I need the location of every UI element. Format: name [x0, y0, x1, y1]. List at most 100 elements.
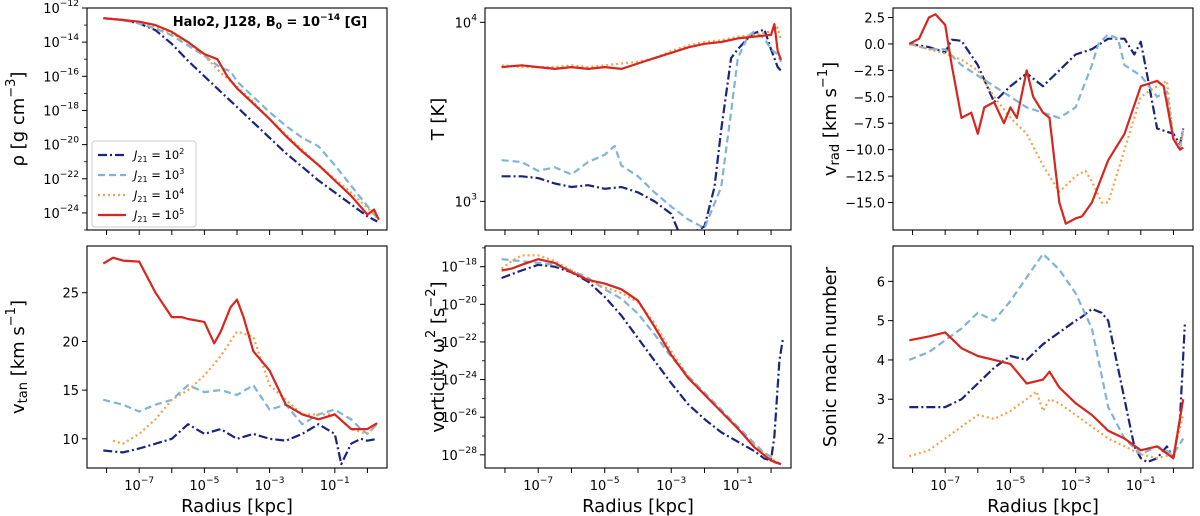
y-tick-label: 20: [62, 335, 79, 350]
y-tick-label: 10−22: [441, 333, 477, 351]
y-tick-label: 6: [877, 275, 885, 290]
plot-area: [908, 13, 1185, 225]
x-tick-label: 10−7: [930, 476, 960, 494]
series-line-1: [909, 37, 1185, 146]
y-tick-label: 10−24: [441, 371, 477, 389]
y-tick-label: 10−18: [441, 258, 477, 276]
y-axis-label: vorticity ω2​ [s−2​]: [424, 281, 449, 432]
y-tick-label: 10−16: [43, 67, 79, 85]
axes-frame: [892, 245, 1194, 469]
x-axis-label: Radius [kpc]: [582, 496, 694, 516]
axes-frame: [484, 245, 792, 469]
series-line-1: [501, 28, 782, 230]
plot-area: [908, 252, 1186, 464]
plot-area: [102, 256, 378, 466]
series-line-4: [909, 331, 1185, 460]
series-line-3: [908, 390, 1185, 460]
series-line-2: [501, 258, 782, 466]
y-tick-label: 25: [62, 287, 79, 302]
legend-label: J21 = 104: [132, 187, 184, 204]
axes-frame: [86, 245, 388, 469]
figure-annotation: Halo2, J128, B0 = 10−14 [G]: [173, 13, 367, 32]
series-line-3: [500, 254, 782, 466]
x-axis-label: Radius [kpc]: [987, 496, 1099, 516]
y-tick-label: 4: [877, 354, 885, 369]
panel-vtan: 10 15 20 25 10−7 10−5 10−3 10−1 Radius [kpc] vtan…: [4, 245, 388, 516]
y-axis-label: ρ [g cm−3​]: [4, 72, 29, 167]
plot-area: [501, 23, 783, 230]
y-tick-label: 103: [455, 192, 478, 210]
x-tick-label: 10−7: [523, 476, 553, 494]
x-tick-label: 10−1: [1126, 476, 1156, 494]
series-line-2: [103, 384, 378, 435]
series-line-4: [501, 258, 782, 466]
y-tick-label: 15: [62, 384, 79, 399]
y-tick-label: 10: [62, 433, 79, 448]
series-line-4: [501, 23, 783, 71]
panel-vort: 10−28 10−26 10−24 10−22 10−20 10−18 10−7 10−5 10…: [424, 245, 792, 516]
axes-frame: [484, 7, 792, 231]
x-tick-label: 10−3: [656, 476, 686, 494]
y-axis-label: vrad [km s−1​]: [816, 62, 843, 176]
series-line-1: [103, 423, 378, 466]
y-tick-label: 10−20: [441, 295, 477, 313]
x-tick-label: 10−7: [124, 476, 154, 494]
series-line-1: [501, 263, 784, 462]
plot-area: [500, 254, 784, 466]
series-line-3: [909, 42, 1185, 204]
x-tick-label: 10−3: [1061, 476, 1091, 494]
series-line-1: [103, 17, 378, 223]
y-axis-label: Sonic mach number: [820, 266, 841, 447]
x-tick-label: 10−1: [320, 476, 350, 494]
axes-frame: [892, 7, 1194, 231]
y-axis-label: vtan [km s−1​]: [4, 300, 31, 414]
y-tick-label: 10−28: [441, 446, 477, 464]
legend-box: [91, 140, 197, 228]
y-tick-label: 10−22: [43, 170, 79, 188]
y-axis-label: T [K]: [428, 98, 449, 142]
legend: J21 = 102 J21 = 103 J21 = 104 J21 = 105: [91, 140, 197, 228]
x-tick-label: 10−5: [995, 476, 1025, 494]
panel-rho: 10−24 10−22 10−20 10−18 10−16 10−14 10−12 ρ [g …: [4, 0, 388, 235]
panel-T: 103 104 T [K]: [428, 7, 792, 235]
y-tick-label: −12.5: [845, 170, 885, 185]
series-line-4: [908, 13, 1184, 225]
y-tick-label: 104: [455, 13, 478, 31]
y-tick-label: 5: [877, 315, 885, 330]
y-tick-label: 10−26: [441, 408, 477, 426]
x-tick-label: 10−5: [590, 476, 620, 494]
series-line-2: [103, 17, 379, 219]
y-tick-label: 3: [877, 393, 885, 408]
x-tick-label: 10−5: [189, 476, 219, 494]
panel-vrad: −15.0 −12.5 −10.0 −7.5 −5.0 −2.5 0.0 2.5 vrad [k…: [816, 7, 1194, 235]
series-line-3: [103, 17, 378, 219]
y-tick-label: −7.5: [853, 117, 885, 132]
series-line-4: [103, 17, 380, 221]
panel-mach: 2 3 4 5 6 10−7 10−5 10−3 10−1 Radius [kpc] Sonic m…: [820, 245, 1194, 516]
series-line-2: [909, 33, 1185, 151]
axes-frame: [86, 7, 388, 231]
y-tick-label: 2: [877, 433, 885, 448]
y-tick-label: 10−20: [43, 136, 79, 154]
series-line-1: [909, 307, 1186, 464]
series-line-3: [112, 330, 378, 445]
y-tick-label: 10−12: [43, 0, 79, 17]
x-axis-label: Radius [kpc]: [181, 496, 293, 516]
y-tick-label: 10−18: [43, 101, 79, 119]
legend-label: J21 = 103: [132, 167, 184, 184]
y-tick-label: −10.0: [845, 144, 885, 159]
plot-area: [103, 17, 380, 223]
series-line-4: [102, 256, 378, 431]
x-tick-label: 10−1: [723, 476, 753, 494]
series-line-2: [908, 252, 1185, 456]
legend-label: J21 = 105: [132, 207, 184, 224]
y-tick-label: −2.5: [853, 64, 885, 79]
y-tick-label: −5.0: [853, 91, 885, 106]
y-tick-label: 10−14: [43, 33, 79, 51]
legend-label: J21 = 102: [132, 147, 184, 164]
x-tick-label: 10−3: [255, 476, 285, 494]
y-tick-label: 0.0: [864, 38, 885, 53]
y-tick-label: −15.0: [845, 197, 885, 212]
y-tick-label: 2.5: [864, 12, 885, 27]
